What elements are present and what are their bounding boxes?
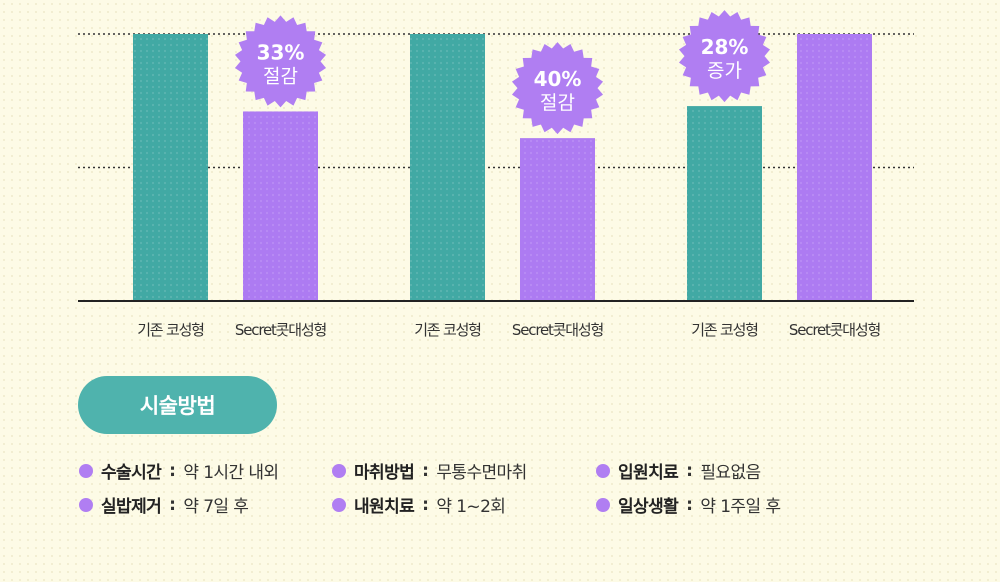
bars [133, 34, 872, 302]
badge-percent: 28% [701, 35, 749, 59]
bar-existing [687, 106, 762, 301]
reduction-badge: 28%증가 [678, 10, 771, 103]
method-title-pill: 시술방법 [78, 376, 277, 434]
info-item: 수술시간 : 약 1시간 내외 [79, 458, 279, 483]
info-item: 마취방법 : 무통수면마취 [332, 458, 527, 483]
bar-secret [797, 34, 872, 301]
info-value: 약 1주일 후 [700, 497, 781, 517]
bar-secret [243, 111, 318, 302]
badge-percent: 40% [534, 67, 582, 91]
burst-badge-icon [511, 42, 604, 135]
info-value: 약 1시간 내외 [183, 463, 279, 483]
info-item: 실밥제거 : 약 7일 후 [79, 492, 249, 517]
badge-text: 증가 [707, 60, 742, 82]
burst-badge-icon [234, 15, 327, 108]
info-label: 수술시간 [101, 463, 162, 483]
x-tick-label: 기존 코성형 [414, 321, 481, 339]
bullet-icon [79, 497, 93, 512]
info-item: 입원치료 : 필요없음 [596, 458, 761, 483]
info-value: 약 7일 후 [183, 497, 249, 517]
colon-separator: : [686, 460, 693, 481]
badge-percent: 33% [257, 40, 305, 64]
info-label: 내원치료 [354, 497, 415, 517]
x-axis-labels: 기존 코성형 Secret콧대성형 기존 코성형 Secret콧대성형 기존 코성형 Se… [137, 321, 881, 339]
x-tick-label: Secret콧대성형 [789, 321, 880, 339]
reduction-badge: 40%절감 [511, 42, 604, 135]
info-label: 일상생활 [618, 497, 679, 517]
bar-existing [133, 34, 208, 301]
colon-separator: : [169, 494, 176, 515]
badge-text: 절감 [540, 92, 575, 114]
info-label: 마취방법 [354, 463, 415, 483]
colon-separator: : [686, 494, 693, 515]
burst-badge-icon [678, 10, 771, 103]
bar-existing [410, 34, 485, 301]
x-tick-label: 기존 코성형 [137, 321, 204, 339]
info-label: 실밥제거 [101, 497, 162, 517]
colon-separator: : [422, 460, 429, 481]
colon-separator: : [422, 494, 429, 515]
badge-text: 절감 [263, 65, 298, 87]
comparison-bar-chart: 기존 코성형 Secret콧대성형 기존 코성형 Secret콧대성형 기존 코성형 Se… [78, 10, 914, 339]
grid-lines [78, 33, 914, 169]
bullet-icon [596, 463, 610, 478]
x-tick-label: Secret콧대성형 [512, 321, 603, 339]
bullet-icon [79, 463, 93, 478]
info-item: 내원치료 : 약 1~2회 [332, 492, 506, 517]
info-value: 약 1~2회 [436, 497, 506, 517]
info-value: 무통수면마취 [436, 463, 527, 483]
info-label: 입원치료 [618, 463, 679, 483]
info-item: 일상생활 : 약 1주일 후 [596, 492, 781, 517]
x-tick-label: 기존 코성형 [691, 321, 758, 339]
reduction-badge: 33%절감 [234, 15, 327, 108]
bullet-icon [596, 497, 610, 512]
bar-secret [520, 138, 595, 301]
x-tick-label: Secret콧대성형 [235, 321, 326, 339]
bullet-icon [332, 497, 346, 512]
bullet-icon [332, 463, 346, 478]
colon-separator: : [169, 460, 176, 481]
method-title: 시술방법 [139, 394, 216, 418]
info-value: 필요없음 [700, 463, 761, 483]
